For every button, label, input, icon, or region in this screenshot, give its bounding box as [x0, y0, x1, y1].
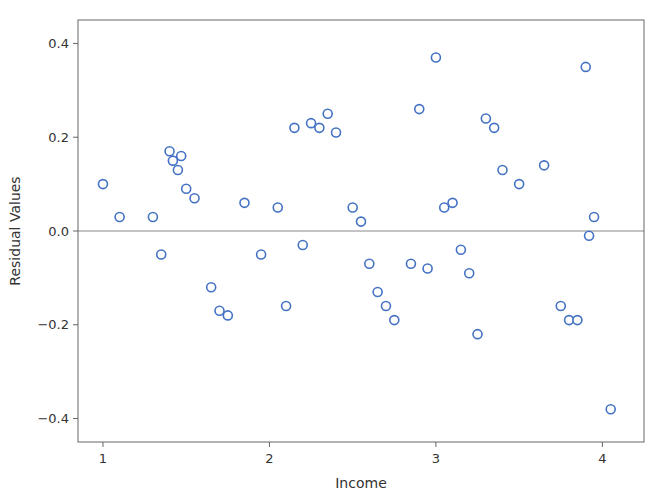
point	[390, 316, 399, 325]
point	[190, 194, 199, 203]
tick-label: 3	[432, 451, 440, 466]
point	[207, 283, 216, 292]
point	[515, 180, 524, 189]
point	[257, 250, 266, 259]
tick-mark	[73, 137, 78, 138]
point	[440, 203, 449, 212]
point	[431, 53, 440, 62]
point	[581, 62, 590, 71]
point	[223, 311, 232, 320]
point	[98, 180, 107, 189]
tick-mark	[602, 442, 603, 447]
point	[282, 302, 291, 311]
point	[498, 166, 507, 175]
tick-label: 0.0	[48, 224, 69, 239]
point	[573, 316, 582, 325]
point	[406, 259, 415, 268]
point	[590, 212, 599, 221]
point	[148, 212, 157, 221]
point	[182, 184, 191, 193]
point	[323, 109, 332, 118]
tick-label: 0.2	[48, 130, 69, 145]
x-axis: 1 2 3 4	[99, 442, 607, 466]
points	[98, 53, 615, 414]
point	[540, 161, 549, 170]
point	[157, 250, 166, 259]
tick-label: −0.2	[37, 317, 69, 332]
point	[348, 203, 357, 212]
tick-mark	[102, 442, 103, 447]
tick-mark	[73, 43, 78, 44]
tick-label: 0.4	[48, 36, 69, 51]
point	[115, 212, 124, 221]
plot-area	[78, 20, 644, 442]
point	[490, 123, 499, 132]
point	[456, 245, 465, 254]
tick-mark	[269, 442, 270, 447]
point	[585, 231, 594, 240]
point	[332, 128, 341, 137]
tick-mark	[73, 418, 78, 419]
tick-label: 4	[598, 451, 606, 466]
tick-label: 1	[99, 451, 107, 466]
tick-label: −0.4	[37, 411, 69, 426]
point	[298, 241, 307, 250]
y-axis: −0.4 −0.2 0.0 0.2 0.4	[37, 36, 78, 426]
point	[373, 287, 382, 296]
point	[215, 306, 224, 315]
point	[381, 302, 390, 311]
point	[173, 166, 182, 175]
tick-mark	[73, 231, 78, 232]
tick-label: 2	[265, 451, 273, 466]
point	[168, 156, 177, 165]
point	[423, 264, 432, 273]
point	[448, 198, 457, 207]
point	[273, 203, 282, 212]
reference-line	[78, 231, 644, 232]
tick-mark	[73, 324, 78, 325]
point	[315, 123, 324, 132]
point	[357, 217, 366, 226]
point	[415, 105, 424, 114]
point	[290, 123, 299, 132]
point	[177, 151, 186, 160]
point	[556, 302, 565, 311]
point	[473, 330, 482, 339]
point	[307, 119, 316, 128]
point	[165, 147, 174, 156]
tick-mark	[435, 442, 436, 447]
point	[481, 114, 490, 123]
point	[240, 198, 249, 207]
plot-frame	[78, 20, 644, 442]
chart: −0.4 −0.2 0.0 0.2 0.4 1 2 3 4 Income Residual Valu…	[0, 0, 666, 500]
y-axis-label: Residual Values	[7, 176, 23, 285]
point	[465, 269, 474, 278]
point	[365, 259, 374, 268]
x-axis-label: Income	[335, 475, 387, 491]
point	[606, 405, 615, 414]
